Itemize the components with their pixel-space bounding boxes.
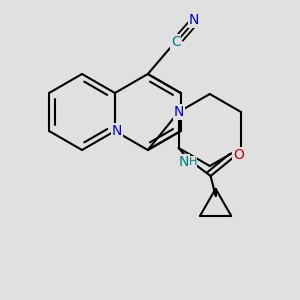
Text: N: N xyxy=(112,124,122,138)
Text: C: C xyxy=(171,35,181,49)
Text: N: N xyxy=(189,13,199,27)
Text: N: N xyxy=(173,105,184,119)
Text: O: O xyxy=(233,148,244,162)
Text: H: H xyxy=(188,157,197,167)
Text: N: N xyxy=(178,155,189,169)
